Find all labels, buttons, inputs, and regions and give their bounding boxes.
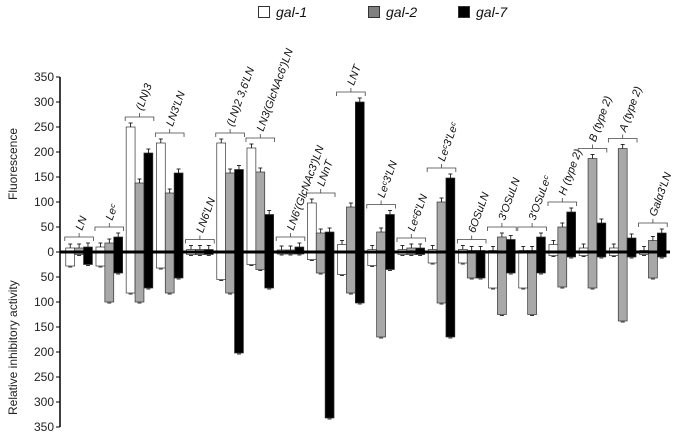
svg-text:Leᶜ3'LN: Leᶜ3'LN	[376, 159, 400, 199]
svg-text:LN6'(GlcNAc3')LN: LN6'(GlcNAc3')LN	[285, 144, 327, 232]
y-tick-label: 50	[40, 270, 54, 284]
y-tick-label: 350	[33, 70, 54, 84]
legend-swatch-gal-1	[258, 6, 270, 18]
svg-text:LN3'LN: LN3'LN	[164, 90, 188, 128]
y-tick-label: 200	[33, 345, 54, 359]
legend-label: gal-7	[476, 4, 508, 20]
legend-swatch-gal-7	[458, 6, 470, 18]
svg-text:LN: LN	[74, 215, 90, 232]
y-tick-label: 100	[33, 295, 54, 309]
legend: gal-1 gal-2 gal-7	[0, 4, 679, 24]
svg-text:LN3(GlcNAc6')LN: LN3(GlcNAc6')LN	[255, 47, 296, 133]
y-tick-label: 0	[47, 245, 54, 259]
svg-text:Leᶜ3'Leᶜ: Leᶜ3'Leᶜ	[436, 120, 462, 163]
y-tick-label: 250	[33, 370, 54, 384]
y-tick-label: 150	[33, 170, 54, 184]
svg-text:3'OSuLN: 3'OSuLN	[496, 176, 522, 222]
legend-label: gal-1	[276, 4, 308, 20]
svg-text:(LN)3: (LN)3	[134, 81, 155, 112]
y-tick-label: 250	[33, 120, 54, 134]
svg-text:Leᶜ: Leᶜ	[104, 202, 121, 222]
y-tick-label: 50	[40, 220, 54, 234]
y-tick-label: 350	[33, 420, 54, 434]
svg-text:(LN)2 3,6'LN: (LN)2 3,6'LN	[225, 66, 258, 128]
svg-text:B (type 2): B (type 2)	[587, 94, 615, 143]
y-tick-label: 100	[33, 195, 54, 209]
y-tick-label: 150	[33, 320, 54, 334]
legend-item-gal-2: gal-2	[368, 4, 417, 20]
svg-text:LN6'LN: LN6'LN	[194, 196, 218, 234]
svg-text:6OSuLN: 6OSuLN	[466, 191, 492, 235]
svg-text:Leᶜ6'LN: Leᶜ6'LN	[406, 193, 430, 233]
y-tick-label: 200	[33, 145, 54, 159]
svg-text:Galα3'LN: Galα3'LN	[647, 171, 674, 218]
svg-text:3'OSuLeᶜ: 3'OSuLeᶜ	[527, 173, 555, 222]
svg-text:LNT: LNT	[345, 62, 364, 87]
legend-item-gal-1: gal-1	[258, 4, 307, 20]
svg-text:A (type 2): A (type 2)	[617, 85, 645, 135]
svg-text:H (type 2): H (type 2)	[557, 147, 585, 197]
legend-label: gal-2	[386, 4, 418, 20]
legend-swatch-gal-2	[368, 6, 380, 18]
legend-item-gal-7: gal-7	[458, 4, 507, 20]
y-tick-label: 300	[33, 395, 54, 409]
y-tick-label: 300	[33, 95, 54, 109]
